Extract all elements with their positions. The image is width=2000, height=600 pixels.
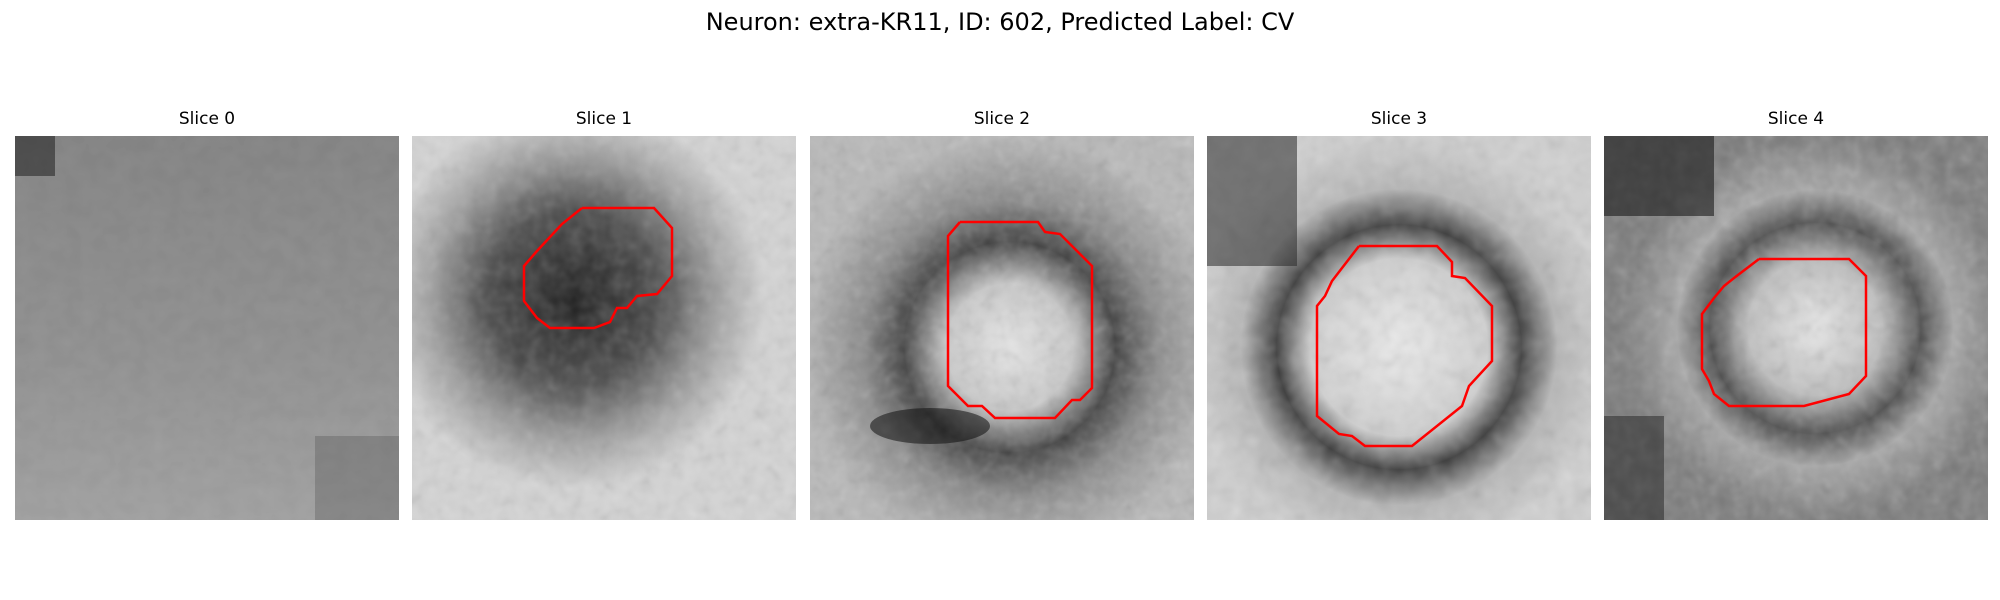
slice-title: Slice 0 xyxy=(178,109,236,129)
slice-image xyxy=(1207,136,1591,520)
roi-contour xyxy=(1315,244,1494,448)
slice-title: Slice 1 xyxy=(575,109,633,129)
roi-contour xyxy=(1700,257,1868,408)
roi-contour xyxy=(946,220,1094,420)
slice-title: Slice 4 xyxy=(1767,109,1825,129)
roi-contour xyxy=(522,206,674,330)
slice-image xyxy=(412,136,796,520)
slice-image xyxy=(810,136,1194,520)
slice-image xyxy=(15,136,399,520)
slice-image xyxy=(1604,136,1988,520)
slice-title: Slice 2 xyxy=(973,109,1031,129)
figure-title: Neuron: extra-KR11, ID: 602, Predicted L… xyxy=(705,8,1295,36)
slice-title: Slice 3 xyxy=(1370,109,1428,129)
